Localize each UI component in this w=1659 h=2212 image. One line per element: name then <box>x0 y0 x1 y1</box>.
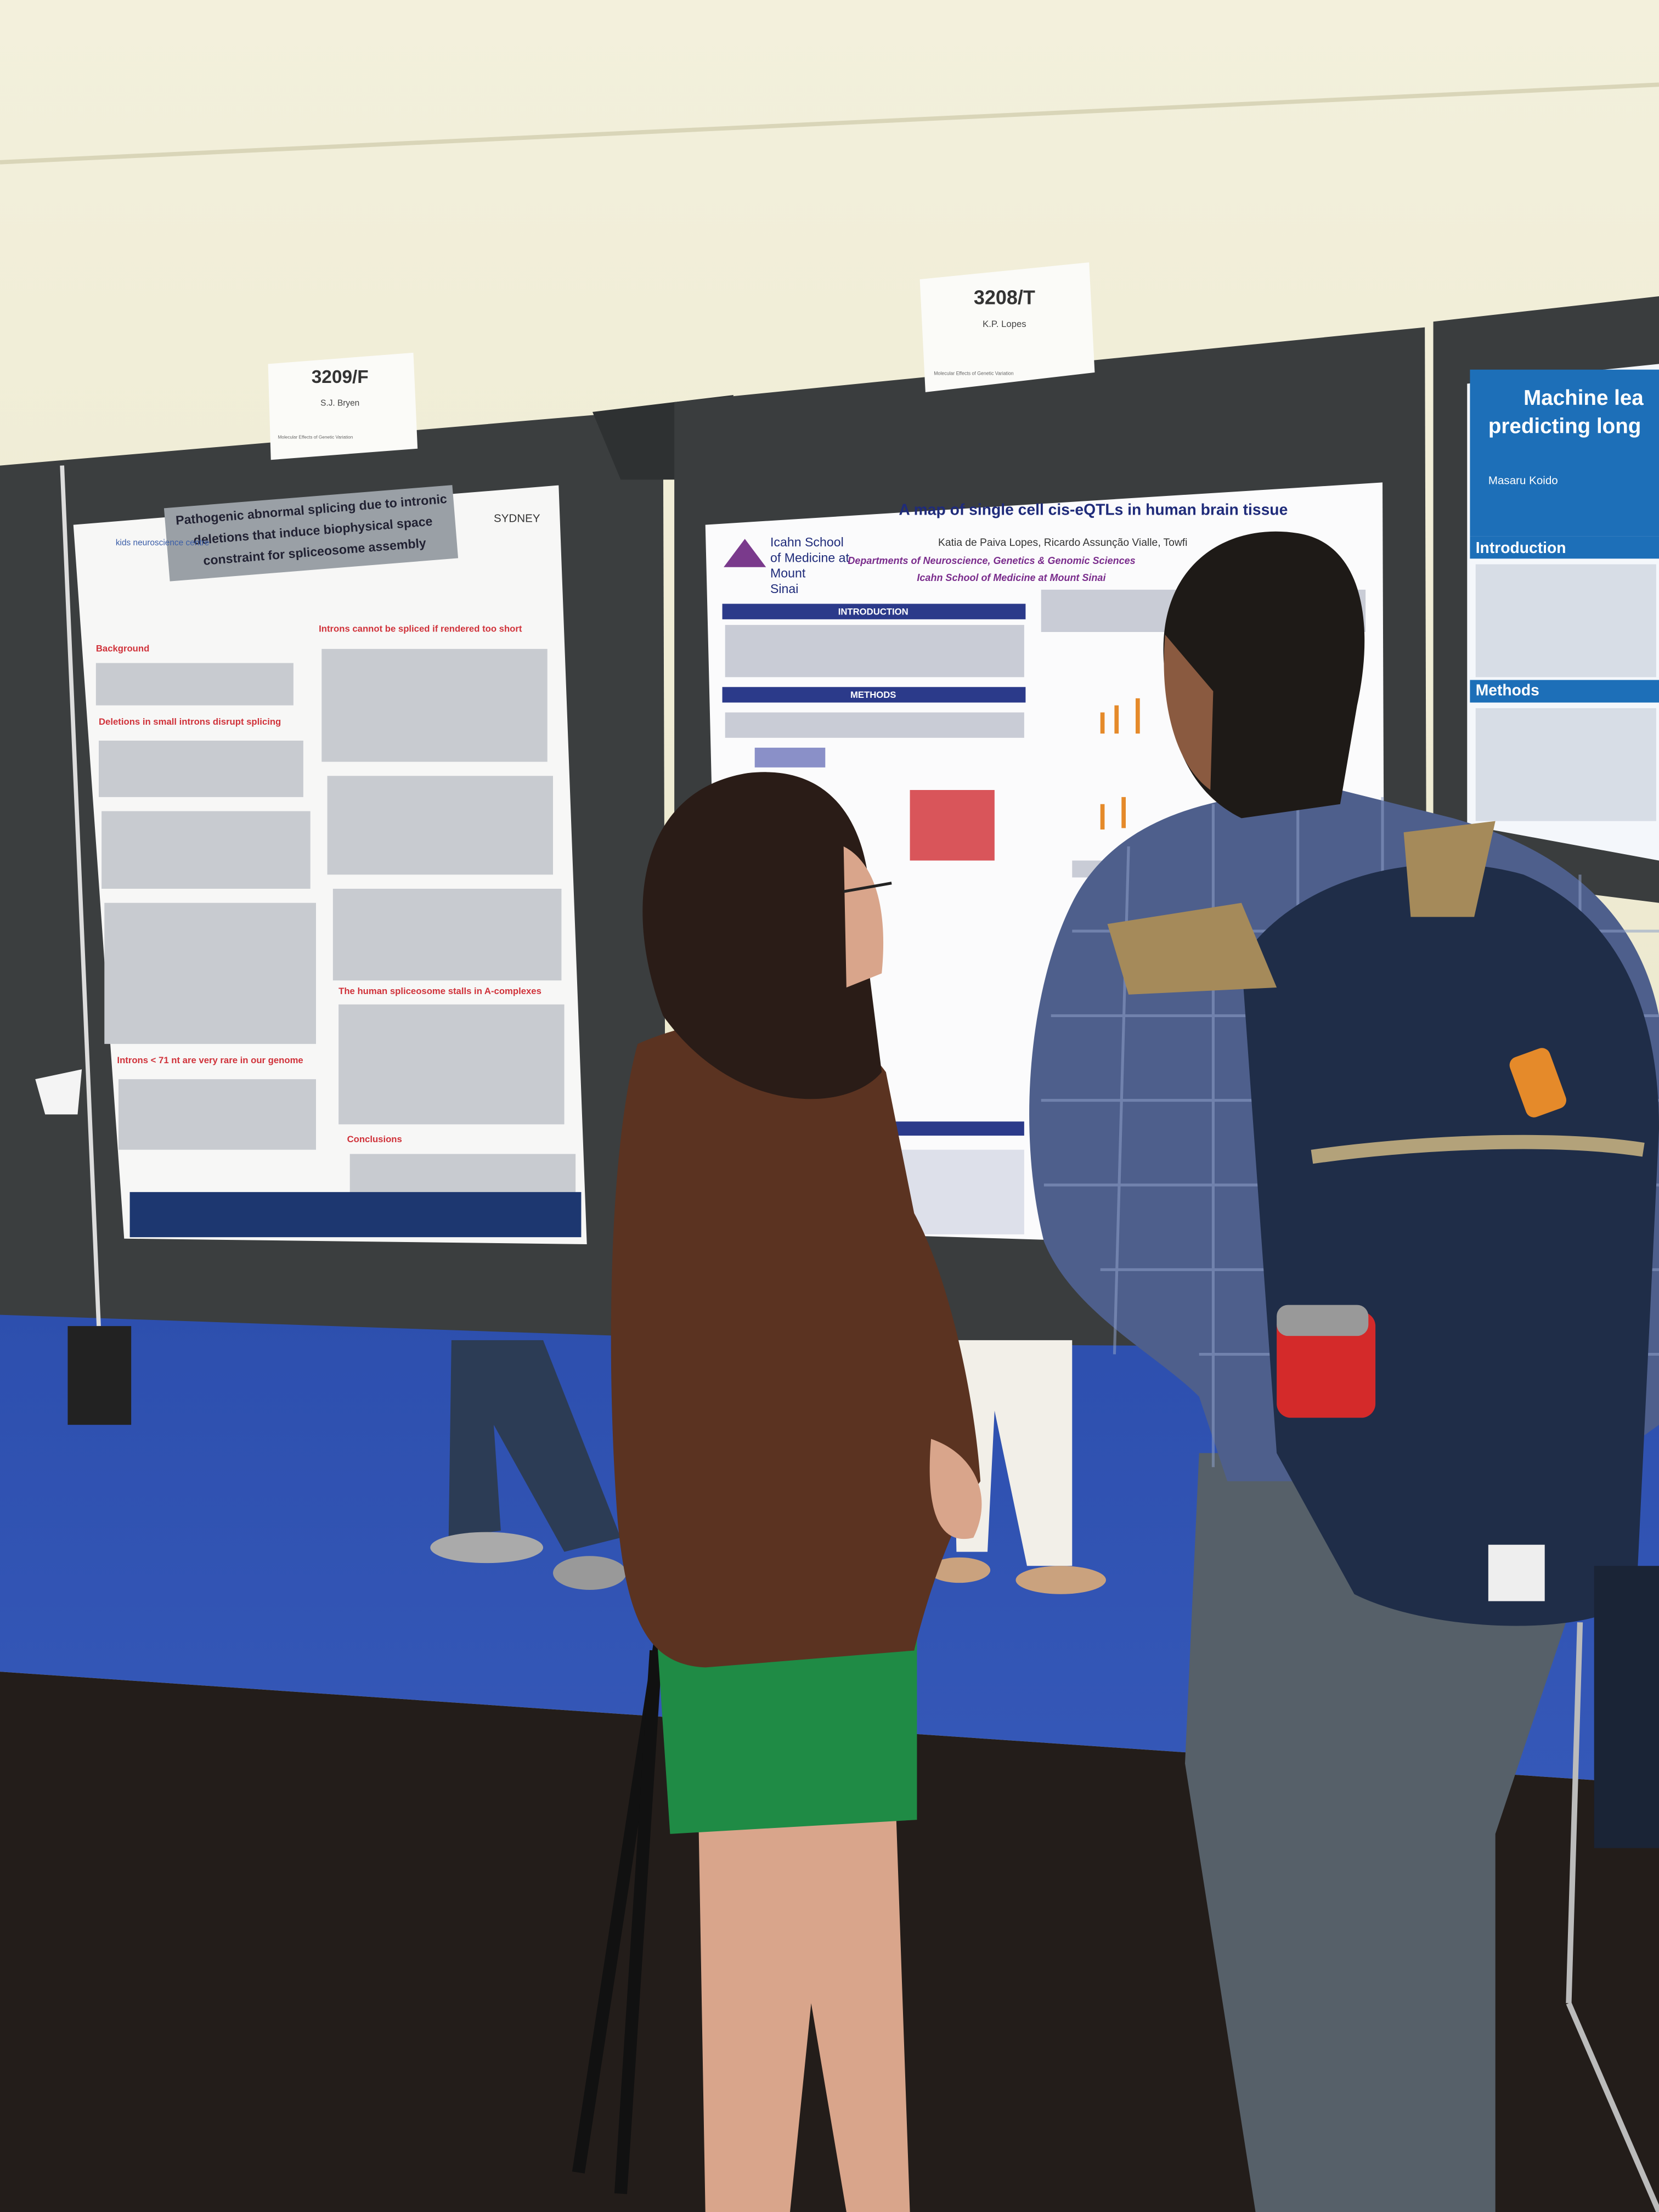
section-heading: Background <box>96 643 149 653</box>
institution: of Medicine at <box>770 550 850 565</box>
section-heading: INTRODUCTION <box>838 606 909 617</box>
chair-seat <box>1594 1566 1659 1848</box>
institution: Mount <box>770 566 806 580</box>
authors: Masaru Koido <box>1488 474 1558 487</box>
section-heading: Conclusions <box>347 1134 402 1144</box>
sign-name: S.J. Bryen <box>320 399 359 408</box>
poster-title: A map of single cell cis-eQTLs in human … <box>899 500 1288 518</box>
section-heading: The human spliceosome stalls in A-comple… <box>338 986 541 996</box>
poster: Machine lea predicting long Masaru Koido… <box>1467 364 1659 861</box>
poster: Pathogenic abnormal splicing due to intr… <box>73 485 587 1244</box>
section-heading: Deletions in small introns disrupt splic… <box>99 716 281 727</box>
institution: Icahn School <box>770 535 844 549</box>
poster-title: Machine lea <box>1523 386 1644 410</box>
sign-number: 3209/F <box>312 367 369 387</box>
easel <box>572 1621 670 2194</box>
sign: 3208/T K.P. Lopes Molecular Effects of G… <box>919 262 1095 392</box>
affiliation: Departments of Neuroscience, Genetics & … <box>848 555 1135 566</box>
person <box>1029 531 1659 2212</box>
sign: 3209/F S.J. Bryen Molecular Effects of G… <box>268 352 418 460</box>
logo-text: kids neuroscience centre <box>116 538 209 548</box>
pole <box>60 465 101 1327</box>
poster-title: predicting long <box>1488 414 1641 438</box>
section-heading: Introns < 71 nt are very rare in our gen… <box>117 1055 303 1065</box>
section-heading: METHODS <box>850 690 896 700</box>
institution: Sinai <box>770 582 798 596</box>
wall-seam <box>0 82 1659 165</box>
background-person <box>67 1326 1106 1594</box>
section-heading: Introduction <box>1476 539 1566 556</box>
sign-name: K.P. Lopes <box>983 319 1026 329</box>
cup <box>35 1069 82 1115</box>
logo-text: SYDNEY <box>494 512 540 525</box>
affiliation: Icahn School of Medicine at Mount Sinai <box>917 572 1106 583</box>
section-heading: Methods <box>1476 681 1539 698</box>
sign-number: 3208/T <box>974 286 1035 309</box>
sign-session: Molecular Effects of Genetic Variation <box>278 435 353 439</box>
section-heading: Introns cannot be spliced if rendered to… <box>319 623 522 634</box>
chair <box>1566 1622 1659 2212</box>
sign-session: Molecular Effects of Genetic Variation <box>934 371 1013 376</box>
authors: Katia de Paiva Lopes, Ricardo Assunção V… <box>938 537 1187 549</box>
person <box>611 772 982 2212</box>
